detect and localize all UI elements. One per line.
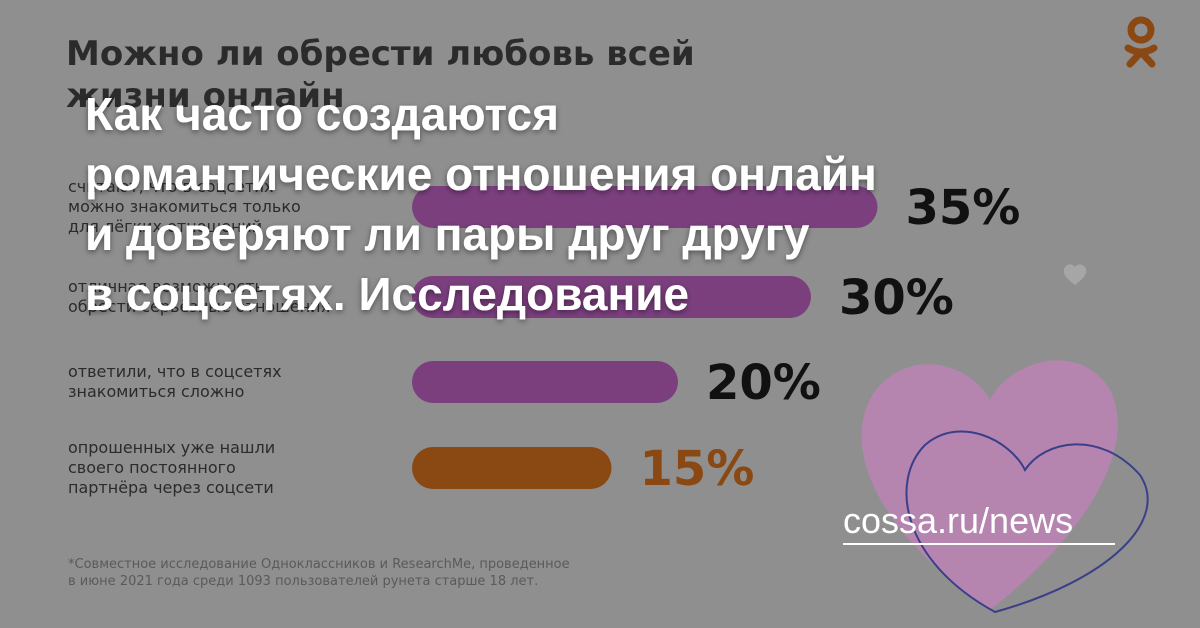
bar-label: для лёгких отношений (68, 217, 262, 236)
small-heart (1063, 264, 1087, 285)
value-label: 30% (839, 270, 954, 326)
value-label: 15% (640, 441, 755, 497)
heart (861, 360, 1118, 610)
footnote: *Совместное исследование Одноклассников … (68, 557, 570, 572)
infographic-title: Можно ли обрести любовь всей (66, 34, 695, 74)
bar-label: опрошенных уже нашли (68, 438, 275, 457)
headline-line: и доверяют ли пары друг другу (85, 208, 810, 260)
bar (412, 276, 811, 318)
bar (412, 186, 878, 228)
heart-outline (905, 430, 1149, 614)
bar-label: отличная возможность (68, 277, 264, 296)
infographic-title: жизни онлайн (66, 76, 345, 116)
bar-label: партнёра через соцсети (68, 478, 274, 497)
footnote: в июне 2021 года среди 1093 пользователе… (68, 574, 538, 589)
bar-label: считают, что в соцсетях (68, 177, 273, 196)
bar-label: знакомиться сложно (68, 382, 244, 401)
value-label: 20% (706, 355, 821, 411)
source: cossa.ru/news (843, 500, 1073, 541)
bar-label: своего постоянного (68, 458, 236, 477)
bar (412, 447, 612, 489)
logo (1124, 16, 1158, 68)
bar-label: можно знакомиться только (68, 197, 301, 216)
bar (412, 361, 678, 403)
bar-label: обрести серьёзные отношения (68, 297, 330, 316)
headline-line: Как часто создаются (85, 88, 559, 140)
bar-label: ответили, что в соцсетях (68, 362, 282, 381)
value-label: 35% (906, 180, 1021, 236)
headline-line: романтические отношения онлайн (85, 148, 877, 200)
headline-line: в соцсетях. Исследование (85, 268, 689, 320)
headline: Как часто создаются романтические отношен… (85, 88, 877, 320)
